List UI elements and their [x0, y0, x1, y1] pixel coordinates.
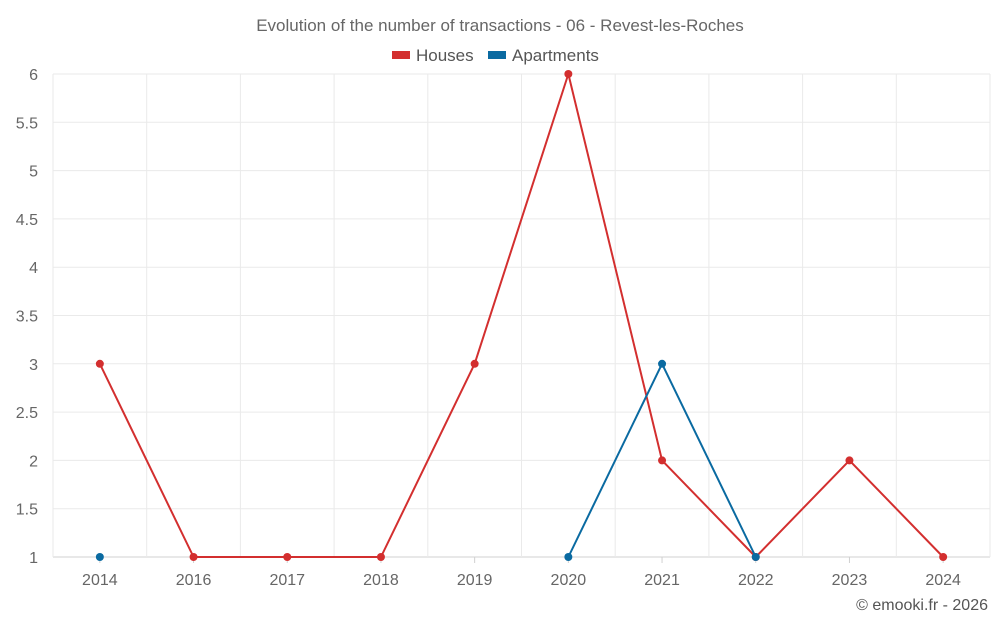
y-tick-label: 3.5 [16, 309, 38, 326]
data-point-houses[interactable] [95, 359, 104, 368]
data-point-apartments[interactable] [95, 553, 104, 561]
data-point-houses[interactable] [939, 553, 948, 561]
x-tick-label: 2016 [176, 572, 212, 589]
series [95, 70, 948, 561]
chart-title: Evolution of the number of transactions … [256, 16, 744, 35]
x-tick-label: 2021 [644, 572, 680, 589]
data-point-houses[interactable] [189, 553, 198, 561]
x-tick-label: 2017 [269, 572, 305, 589]
data-point-houses[interactable] [564, 70, 573, 78]
y-tick-label: 4.5 [16, 212, 38, 229]
data-point-houses[interactable] [845, 456, 854, 465]
data-point-houses[interactable] [283, 553, 292, 561]
data-point-houses[interactable] [658, 456, 667, 465]
x-tick-label: 2014 [82, 572, 118, 589]
legend-swatch-apartments [488, 51, 506, 59]
x-tick-label: 2024 [925, 572, 961, 589]
y-tick-label: 2.5 [16, 405, 38, 422]
y-tick-label: 2 [29, 453, 38, 470]
x-tick-label: 2019 [457, 572, 493, 589]
y-tick-label: 5.5 [16, 115, 38, 132]
data-point-apartments[interactable] [751, 553, 760, 561]
grid [52, 73, 991, 558]
y-tick-label: 5 [29, 164, 38, 181]
y-tick-label: 3 [29, 357, 38, 374]
y-tick-label: 1.5 [16, 502, 38, 519]
data-point-apartments[interactable] [564, 553, 573, 561]
y-tick-label: 4 [29, 260, 38, 277]
data-point-apartments[interactable] [658, 359, 667, 368]
data-point-houses[interactable] [376, 553, 385, 561]
y-tick-label: 6 [29, 67, 38, 84]
x-tick-label: 2018 [363, 572, 399, 589]
legend-swatch-houses [392, 51, 410, 59]
x-tick-label: 2022 [738, 572, 774, 589]
series-line-houses [98, 73, 944, 558]
y-axis-ticks: 1 1.5 2 2.5 3 3.5 4 4.5 5 5.5 6 [16, 67, 38, 567]
legend-label-apartments: Apartments [512, 46, 599, 65]
data-point-houses[interactable] [470, 359, 479, 368]
credit-text: © emooki.fr - 2026 [856, 597, 988, 614]
x-tick-label: 2020 [551, 572, 587, 589]
legend: Houses Apartments [392, 46, 599, 65]
x-tick-label: 2023 [832, 572, 868, 589]
y-tick-label: 1 [29, 550, 38, 567]
legend-label-houses: Houses [416, 46, 474, 65]
x-axis-ticks: 2014 2016 2017 2018 2019 2020 2021 2022 2023 2024 [82, 557, 961, 589]
